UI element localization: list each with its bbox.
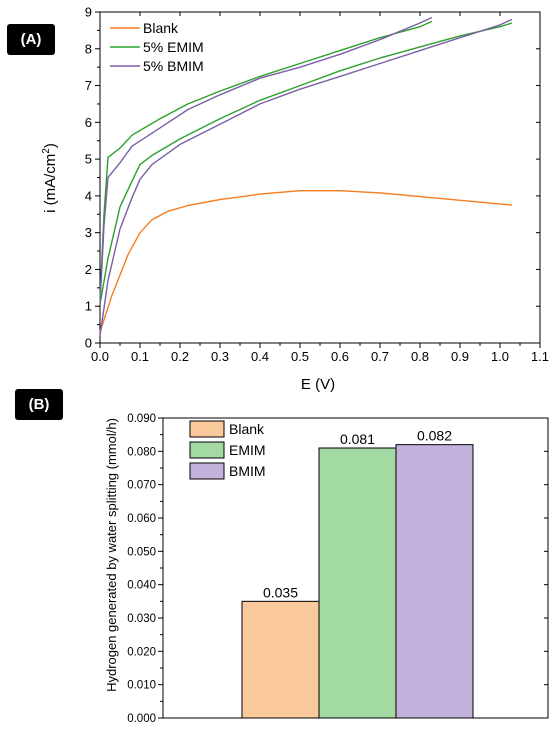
chart-a-x-tick-label: 0.0 — [91, 349, 109, 364]
chart-a-x-axis-label: E (V) — [301, 376, 335, 393]
chart-a-y-tick-label: 6 — [85, 115, 92, 130]
chart-a-x-tick-label: 0.2 — [171, 349, 189, 364]
chart-a-x-tick-label: 0.4 — [251, 349, 269, 364]
chart-a-y-axis-label-main: i (mA/cm — [42, 154, 59, 213]
panel-label-a: (A) — [7, 24, 55, 55]
chart-a-y-tick-label: 0 — [85, 336, 92, 351]
chart-a-legend: Blank 5% EMIM 5% BMIM — [110, 20, 204, 74]
series-line-5-bmim-4 — [99, 16, 433, 305]
chart-a-y-tick-label: 8 — [85, 41, 92, 56]
chart-a-x-tick-label: 0.3 — [211, 349, 229, 364]
chart-a-y-tick-label: 7 — [85, 78, 92, 93]
chart-a-series — [99, 16, 513, 336]
chart-a-y-tick-label: 9 — [85, 5, 92, 20]
chart-a-x-tick-label: 0.7 — [371, 349, 389, 364]
chart-a-axes: 0.0 0.1 0.2 0.3 0.4 0.5 0.6 0.7 0.8 0.9 1.0 1.1 0 1 2 3… — [85, 5, 549, 365]
chart-a-x-tick-label: 0.1 — [131, 349, 149, 364]
series-line-5-emim-1 — [99, 22, 513, 305]
chart-a-y-tick-label: 4 — [85, 188, 92, 203]
chart-a-y-axis-label-sup: 2 — [41, 148, 52, 154]
legend-label-5-bmim: 5% BMIM — [143, 58, 204, 74]
chart-a-y-axis-label-end: ) — [42, 143, 59, 148]
chart-a-x-tick-label: 1.1 — [531, 349, 549, 364]
legend-label-blank: Blank — [143, 20, 179, 36]
series-line-5-bmim-3 — [99, 18, 513, 336]
chart-a-x-tick-label: 1.0 — [491, 349, 509, 364]
chart-a-y-axis-label: i (mA/cm2) — [41, 143, 59, 213]
chart-a-x-tick-label: 0.8 — [411, 349, 429, 364]
chart-a-y-tick-label: 3 — [85, 225, 92, 240]
panel-label-b: (B) — [15, 389, 63, 420]
series-line-blank-0 — [99, 189, 513, 333]
chart-a-x-tick-label: 0.5 — [291, 349, 309, 364]
legend-label-5-emim: 5% EMIM — [143, 39, 204, 55]
series-line-5-emim-2 — [99, 20, 433, 299]
chart-a-x-tick-label: 0.6 — [331, 349, 349, 364]
chart-a-y-tick-label: 2 — [85, 262, 92, 277]
chart-a-x-tick-label: 0.9 — [451, 349, 469, 364]
chart-a-y-tick-label: 5 — [85, 152, 92, 167]
chart-a-y-tick-label: 1 — [85, 299, 92, 314]
